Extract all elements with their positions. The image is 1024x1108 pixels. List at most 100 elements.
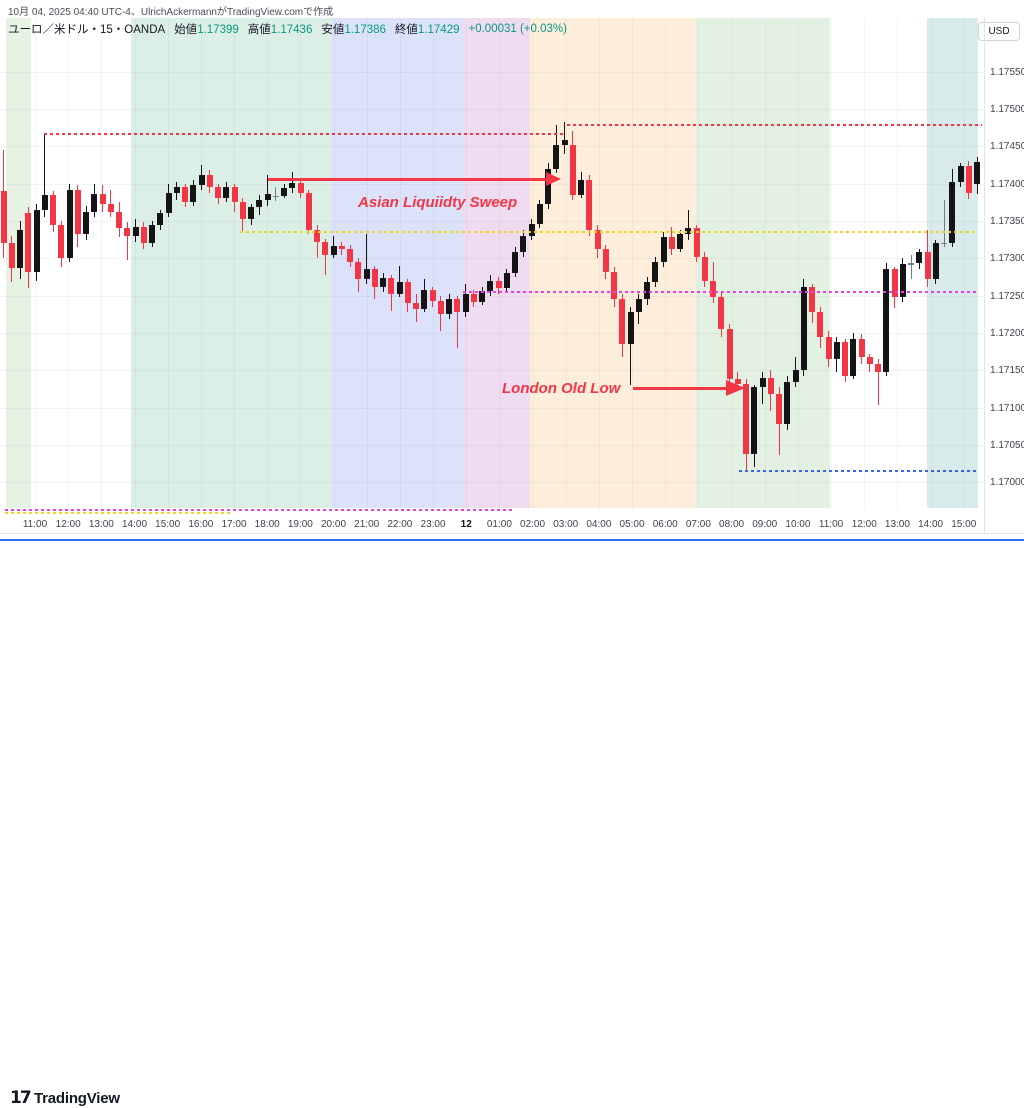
candle[interactable] bbox=[190, 185, 197, 203]
candle[interactable] bbox=[206, 174, 213, 188]
candle[interactable] bbox=[957, 165, 964, 183]
candle[interactable] bbox=[866, 356, 873, 365]
candle[interactable] bbox=[124, 228, 131, 236]
annotation-label[interactable]: London Old Low bbox=[502, 380, 621, 397]
level-line-asian-high-old[interactable] bbox=[44, 133, 566, 136]
candle[interactable] bbox=[157, 213, 164, 225]
candle[interactable] bbox=[272, 195, 279, 197]
candle[interactable] bbox=[297, 182, 304, 193]
candle[interactable] bbox=[495, 280, 502, 289]
candle[interactable] bbox=[718, 297, 725, 330]
candle[interactable] bbox=[569, 144, 576, 195]
annotation-label[interactable]: Asian Liquiidty Sweep bbox=[358, 194, 518, 211]
candle[interactable] bbox=[446, 298, 452, 315]
candle[interactable] bbox=[479, 291, 485, 302]
candle[interactable] bbox=[520, 235, 527, 253]
candle[interactable] bbox=[578, 179, 584, 195]
candle[interactable] bbox=[338, 245, 345, 250]
candle[interactable] bbox=[825, 336, 832, 360]
candle[interactable] bbox=[908, 263, 914, 265]
candle[interactable] bbox=[0, 191, 7, 244]
level-line-asian-high-new[interactable] bbox=[567, 123, 982, 126]
candle[interactable] bbox=[487, 280, 494, 292]
candle[interactable] bbox=[413, 303, 419, 310]
candle[interactable] bbox=[116, 211, 122, 229]
candle[interactable] bbox=[932, 243, 939, 280]
candle[interactable] bbox=[941, 243, 947, 245]
candle[interactable] bbox=[8, 243, 15, 268]
candle[interactable] bbox=[182, 187, 188, 203]
candle[interactable] bbox=[586, 179, 593, 230]
candle[interactable] bbox=[701, 256, 708, 281]
candle[interactable] bbox=[66, 189, 73, 259]
candle[interactable] bbox=[759, 377, 766, 387]
candle[interactable] bbox=[314, 229, 320, 242]
candle[interactable] bbox=[231, 186, 238, 203]
candle[interactable] bbox=[347, 249, 353, 262]
candle[interactable] bbox=[58, 224, 65, 259]
candle[interactable] bbox=[899, 264, 906, 298]
candle[interactable] bbox=[652, 261, 659, 283]
candle[interactable] bbox=[792, 370, 799, 382]
candle[interactable] bbox=[677, 234, 683, 250]
candle[interactable] bbox=[198, 174, 205, 186]
symbol-legend[interactable]: ユーロ／米ドル・15・OANDA 始値1.17399 高値1.17436 安値1.1… bbox=[8, 21, 567, 37]
candle[interactable] bbox=[528, 223, 535, 236]
candle[interactable] bbox=[165, 192, 172, 214]
candle[interactable] bbox=[710, 280, 716, 298]
candle[interactable] bbox=[99, 194, 106, 205]
chart-plot-area[interactable]: Asian Liquiidty Sweep London Old Low 1.175… bbox=[0, 0, 1024, 572]
candle[interactable] bbox=[561, 140, 568, 145]
candle[interactable] bbox=[429, 289, 436, 301]
currency-button[interactable]: USD bbox=[978, 22, 1020, 41]
candle[interactable] bbox=[470, 294, 477, 302]
candle[interactable] bbox=[974, 161, 980, 185]
candle[interactable] bbox=[850, 338, 857, 377]
candle[interactable] bbox=[264, 194, 271, 200]
candle[interactable] bbox=[380, 277, 386, 287]
candle[interactable] bbox=[635, 299, 642, 313]
candle[interactable] bbox=[132, 226, 139, 236]
candle[interactable] bbox=[784, 381, 791, 425]
candle[interactable] bbox=[454, 298, 461, 313]
candle[interactable] bbox=[611, 271, 617, 300]
candle[interactable] bbox=[743, 383, 749, 454]
candle[interactable] bbox=[619, 299, 626, 345]
candle[interactable] bbox=[817, 312, 824, 337]
tradingview-wordmark[interactable]: TradingView bbox=[34, 1090, 120, 1107]
candle[interactable] bbox=[50, 194, 56, 225]
clipped-level-line[interactable] bbox=[5, 509, 512, 511]
candle[interactable] bbox=[149, 224, 155, 244]
candle[interactable] bbox=[660, 237, 667, 262]
candle[interactable] bbox=[594, 229, 601, 250]
candle[interactable] bbox=[693, 228, 700, 257]
candle[interactable] bbox=[74, 189, 81, 234]
candle[interactable] bbox=[140, 226, 147, 244]
candle[interactable] bbox=[924, 252, 931, 280]
candle[interactable] bbox=[371, 269, 378, 287]
candle[interactable] bbox=[536, 204, 543, 224]
level-line-yellow-level[interactable] bbox=[240, 231, 978, 234]
candle[interactable] bbox=[437, 300, 444, 315]
clipped-level-line[interactable] bbox=[5, 512, 230, 514]
annotation-arrow-line[interactable] bbox=[268, 177, 546, 181]
candle[interactable] bbox=[726, 329, 733, 380]
candle[interactable] bbox=[421, 289, 428, 310]
candle[interactable] bbox=[173, 187, 180, 193]
candle[interactable] bbox=[545, 168, 551, 205]
candle[interactable] bbox=[25, 213, 32, 272]
candle[interactable] bbox=[965, 165, 972, 194]
candle[interactable] bbox=[462, 294, 469, 313]
candle[interactable] bbox=[396, 282, 403, 295]
candle[interactable] bbox=[767, 377, 774, 395]
candle[interactable] bbox=[215, 187, 221, 199]
candle[interactable] bbox=[355, 261, 362, 280]
candle[interactable] bbox=[239, 202, 246, 220]
candle[interactable] bbox=[883, 269, 890, 372]
candle[interactable] bbox=[388, 277, 395, 295]
candle[interactable] bbox=[503, 273, 510, 289]
candle[interactable] bbox=[809, 286, 815, 313]
candle[interactable] bbox=[842, 341, 848, 377]
candle[interactable] bbox=[512, 252, 518, 274]
candle[interactable] bbox=[776, 394, 782, 425]
